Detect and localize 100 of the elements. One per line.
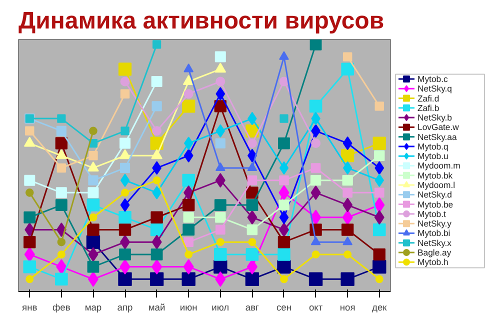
point	[374, 102, 384, 111]
point	[312, 250, 320, 258]
legend-label: NetSky.y	[418, 218, 452, 229]
point	[279, 51, 289, 60]
point	[278, 137, 290, 150]
point	[375, 275, 384, 284]
x-tick-label: июл	[212, 302, 230, 312]
point	[184, 148, 194, 162]
point	[150, 223, 164, 236]
point	[342, 188, 352, 198]
point	[120, 162, 130, 174]
point	[215, 138, 226, 148]
point	[150, 136, 164, 150]
point	[86, 235, 100, 249]
point	[56, 126, 66, 136]
legend-label: Zafi.d	[418, 93, 440, 104]
point	[152, 101, 162, 112]
legend-label: NetSky.d	[418, 190, 452, 200]
legend-label: Mytob.be	[418, 199, 454, 210]
point	[341, 149, 354, 162]
point	[214, 248, 227, 261]
point	[152, 234, 162, 250]
x-tick-label: дек	[372, 302, 388, 312]
point	[247, 162, 258, 172]
point	[309, 100, 322, 113]
point	[342, 198, 353, 212]
legend-label: Mytob.c	[418, 74, 448, 84]
point	[341, 62, 354, 76]
point	[89, 213, 98, 222]
point	[279, 76, 289, 86]
point	[342, 236, 353, 246]
point	[118, 272, 132, 286]
point	[279, 175, 289, 186]
point	[215, 224, 226, 235]
point	[279, 161, 289, 175]
legend-label: NetSky.aa	[418, 132, 457, 142]
legend-label: Mytob.h	[418, 257, 448, 268]
point	[150, 248, 163, 260]
point	[245, 272, 260, 286]
point	[278, 222, 289, 237]
point	[56, 259, 67, 274]
point	[57, 114, 66, 123]
point	[55, 199, 68, 211]
x-tick-label: мар	[84, 302, 102, 312]
point	[151, 76, 162, 87]
point	[118, 224, 132, 236]
point	[246, 224, 258, 236]
legend-label: Mytob.bi	[418, 228, 450, 238]
point	[246, 259, 258, 274]
point	[247, 210, 258, 225]
point	[184, 185, 194, 200]
point	[89, 126, 98, 136]
point	[152, 40, 162, 49]
legend-label: Mytob.q	[418, 141, 448, 152]
point	[150, 272, 164, 286]
point	[372, 136, 386, 150]
point	[56, 187, 67, 198]
point	[24, 236, 36, 248]
point	[23, 260, 36, 274]
point	[120, 76, 130, 86]
point	[86, 198, 100, 212]
point	[120, 126, 130, 136]
point	[55, 137, 68, 150]
point	[279, 210, 289, 224]
point	[374, 161, 384, 175]
point	[183, 212, 194, 223]
point	[216, 87, 226, 101]
x-tick-label: фев	[52, 302, 70, 312]
point	[120, 138, 131, 149]
point	[182, 272, 196, 286]
point	[216, 76, 226, 86]
point	[214, 199, 226, 211]
point	[182, 100, 196, 113]
point	[184, 89, 194, 99]
point	[152, 126, 162, 136]
point	[151, 149, 163, 160]
x-tick-label: окт	[308, 302, 324, 312]
point	[87, 224, 100, 236]
point	[120, 198, 130, 212]
point	[184, 64, 194, 72]
point	[310, 174, 322, 186]
point	[152, 176, 161, 184]
point	[374, 188, 384, 198]
point	[182, 198, 195, 212]
x-tick-label: ноя	[340, 302, 356, 312]
point	[24, 136, 36, 147]
point	[150, 211, 163, 224]
legend-label: Mytob.u	[418, 151, 448, 162]
point	[56, 149, 68, 160]
point	[24, 211, 36, 224]
point	[374, 210, 384, 225]
point	[310, 185, 321, 200]
point	[118, 210, 132, 224]
point	[373, 248, 386, 261]
point	[183, 259, 194, 274]
point	[374, 150, 385, 161]
point	[280, 275, 288, 284]
point	[182, 174, 196, 187]
point	[372, 223, 386, 236]
point	[184, 250, 193, 258]
